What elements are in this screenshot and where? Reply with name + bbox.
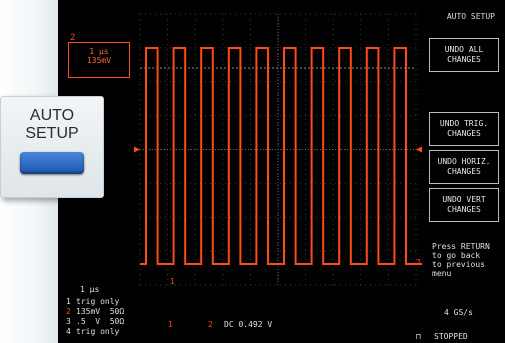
undo-trig-changes-softkey[interactable]: UNDO TRIG. CHANGES xyxy=(429,112,499,146)
softkey-label: UNDO ALL CHANGES xyxy=(444,45,484,64)
auto-setup-button[interactable] xyxy=(20,152,84,174)
sample-rate: 4 GS/s xyxy=(444,308,473,317)
softkey-label: UNDO VERT CHANGES xyxy=(442,195,486,214)
dc-measurement: DC 0.492 V xyxy=(224,320,273,329)
trigger-marker-ch1: 1 xyxy=(170,277,175,286)
oscilloscope-screen: AUTO SETUP UNDO ALL CHANGES UNDO TRIG. C… xyxy=(58,0,505,343)
stop-indicator-icon: ⊓ xyxy=(416,332,421,341)
run-status: STOPPED xyxy=(434,332,468,341)
channel-number: 3 xyxy=(66,317,71,326)
trigger-level-arrow-left xyxy=(134,146,140,153)
timebase-readout: 1 µs xyxy=(80,285,100,294)
menu-title: AUTO SETUP xyxy=(446,12,495,21)
auto-setup-label: AUTO SETUP xyxy=(25,107,79,142)
auto-setup-button-panel: AUTO SETUP xyxy=(0,96,104,198)
channel-scale-text: 1 µs 135mV xyxy=(68,42,130,78)
undo-horiz-changes-softkey[interactable]: UNDO HORIZ. CHANGES xyxy=(429,150,499,184)
channel-1-indicator: 1 xyxy=(168,320,173,329)
channel-setting: trig only xyxy=(76,327,120,336)
square-wave-trace xyxy=(140,47,422,265)
waveform-graticule xyxy=(134,13,422,286)
channel-number: 4 xyxy=(66,327,71,336)
channel-2-indicator: 2 xyxy=(208,320,213,329)
undo-vert-changes-softkey[interactable]: UNDO VERT CHANGES xyxy=(429,188,499,222)
softkey-label: UNDO HORIZ. CHANGES xyxy=(437,157,491,176)
trigger-level-arrow-right xyxy=(416,146,422,153)
channel-setting: trig only xyxy=(76,297,120,306)
channel-setting: 135mV 50Ω xyxy=(76,307,125,316)
trace-ground-marker: 2 xyxy=(416,258,421,267)
softkey-label: UNDO TRIG. CHANGES xyxy=(439,119,489,138)
channel-number: 2 xyxy=(66,307,71,316)
help-text: Press RETURN to go back to previous menu xyxy=(432,242,490,278)
channel-number: 1 xyxy=(66,297,71,306)
channel-setting: .5 V 50Ω xyxy=(76,317,125,326)
channel-box-marker: 2 xyxy=(70,33,76,43)
undo-all-changes-softkey[interactable]: UNDO ALL CHANGES xyxy=(429,38,499,72)
